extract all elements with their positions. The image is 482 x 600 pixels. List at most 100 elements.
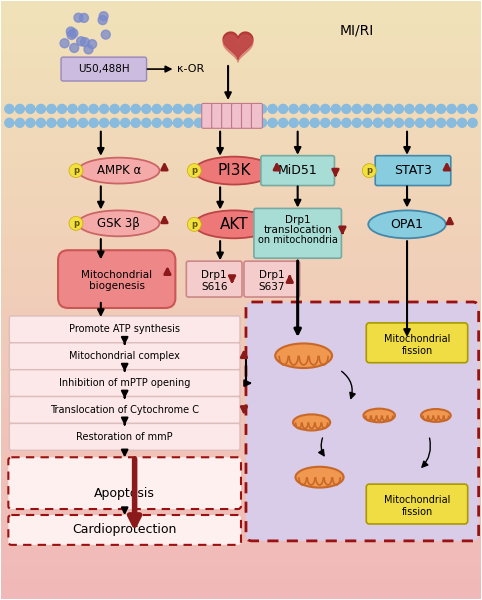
Bar [1,527,481,532]
Bar [1,475,481,480]
Bar [1,316,481,321]
Circle shape [184,118,193,127]
Bar [1,555,481,560]
Text: AMPK α: AMPK α [96,164,141,177]
Ellipse shape [295,467,344,488]
Bar [1,196,481,202]
Circle shape [131,118,140,127]
Bar [1,400,481,404]
Circle shape [279,118,288,127]
FancyBboxPatch shape [246,302,479,541]
Bar [1,65,481,70]
FancyBboxPatch shape [9,316,240,343]
Text: fission: fission [402,507,433,517]
Circle shape [57,104,67,113]
Circle shape [101,30,110,39]
Circle shape [415,118,425,127]
Bar [1,164,481,170]
Bar [1,117,481,122]
Circle shape [152,118,161,127]
Bar [1,252,481,257]
Circle shape [331,118,340,127]
FancyBboxPatch shape [222,103,232,128]
Bar [1,459,481,464]
Circle shape [152,104,161,113]
Bar [1,371,481,377]
Bar [1,503,481,508]
Circle shape [300,104,308,113]
Bar [1,21,481,26]
Bar [1,125,481,130]
Bar [1,188,481,193]
Bar [1,383,481,389]
Circle shape [237,104,245,113]
Bar [1,296,481,301]
Bar [1,208,481,214]
Circle shape [352,104,362,113]
Text: Inhibition of mPTP opening: Inhibition of mPTP opening [59,378,190,388]
Circle shape [79,104,88,113]
Circle shape [26,118,35,127]
Circle shape [394,104,403,113]
Circle shape [47,104,56,113]
Bar [1,380,481,385]
Bar [1,121,481,126]
Bar [1,587,481,592]
Bar [1,292,481,297]
Ellipse shape [78,211,160,236]
Circle shape [163,104,172,113]
Circle shape [405,118,414,127]
Bar [1,161,481,166]
FancyBboxPatch shape [8,457,241,509]
Circle shape [352,118,362,127]
Circle shape [457,118,467,127]
Circle shape [457,104,467,113]
Bar [1,523,481,528]
Bar [1,415,481,421]
Text: translocation: translocation [263,226,332,235]
Bar [1,499,481,504]
Circle shape [215,118,225,127]
Text: GSK 3β: GSK 3β [97,217,140,230]
Circle shape [98,16,107,25]
Bar [1,356,481,361]
FancyBboxPatch shape [231,103,242,128]
Bar [1,304,481,309]
Bar [1,439,481,445]
Bar [1,547,481,552]
Circle shape [237,118,245,127]
Text: p: p [191,166,197,175]
Bar [1,49,481,54]
Bar [1,13,481,19]
Bar [1,85,481,90]
Circle shape [99,12,108,20]
Circle shape [215,104,225,113]
Ellipse shape [194,211,274,238]
Bar [1,1,481,7]
Bar [1,200,481,205]
Bar [1,276,481,281]
Bar [1,280,481,285]
Bar [1,169,481,173]
Bar [1,93,481,98]
Circle shape [257,104,267,113]
Text: Mitochondrial: Mitochondrial [81,270,152,280]
Circle shape [163,118,172,127]
Circle shape [100,104,108,113]
Circle shape [310,118,319,127]
Circle shape [89,104,98,113]
Circle shape [205,118,214,127]
Circle shape [384,104,393,113]
Bar [1,535,481,540]
Bar [1,260,481,265]
Circle shape [74,13,83,22]
Bar [1,407,481,412]
Bar [1,483,481,488]
Circle shape [447,118,456,127]
Bar [1,101,481,106]
Circle shape [437,118,445,127]
Bar [1,348,481,353]
Circle shape [363,118,372,127]
Text: Apoptosis: Apoptosis [94,487,155,500]
Text: κ-OR: κ-OR [177,64,205,74]
